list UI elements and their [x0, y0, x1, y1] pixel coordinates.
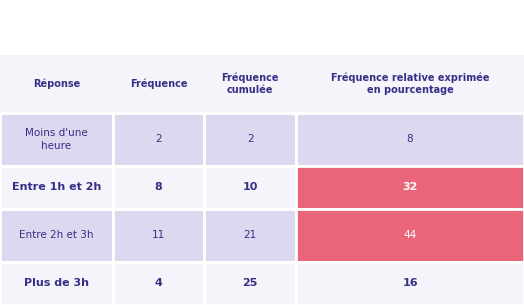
Text: 32: 32 [402, 182, 418, 192]
Bar [204, 55, 296, 113]
Bar [0, 113, 113, 166]
Text: 25: 25 [243, 278, 258, 289]
Text: Moins d'une
heure: Moins d'une heure [25, 128, 88, 151]
Bar [204, 209, 296, 262]
Text: Combien de temps passes-tu à l'écran lors d'une journée typique?: Combien de temps passes-tu à l'écran lor… [14, 21, 510, 34]
Bar [113, 166, 204, 209]
Bar [0, 209, 113, 262]
Bar [0, 55, 113, 113]
Bar [113, 55, 204, 113]
Text: 4: 4 [155, 278, 162, 289]
Text: Plus de 3h: Plus de 3h [24, 278, 89, 289]
Text: Fréquence: Fréquence [130, 79, 187, 89]
Text: 16: 16 [402, 278, 418, 289]
Bar [296, 55, 524, 113]
Text: 8: 8 [155, 182, 162, 192]
Text: 11: 11 [152, 231, 165, 241]
Text: Fréquence
cumulée: Fréquence cumulée [222, 73, 279, 95]
Bar [113, 209, 204, 262]
Bar [113, 262, 204, 305]
Bar [296, 166, 524, 209]
Bar [113, 113, 204, 166]
Bar [0, 166, 113, 209]
Bar [204, 262, 296, 305]
Text: Entre 2h et 3h: Entre 2h et 3h [19, 231, 94, 241]
Text: Entre 1h et 2h: Entre 1h et 2h [12, 182, 101, 192]
Bar [204, 166, 296, 209]
Text: 21: 21 [244, 231, 257, 241]
Bar [204, 113, 296, 166]
Text: Fréquence relative exprimée
en pourcentage: Fréquence relative exprimée en pourcenta… [331, 73, 489, 95]
Text: Réponse: Réponse [32, 79, 80, 89]
Bar [296, 209, 524, 262]
Text: 2: 2 [155, 135, 162, 145]
Text: 2: 2 [247, 135, 254, 145]
Text: 44: 44 [403, 231, 417, 241]
Bar [296, 262, 524, 305]
Text: 8: 8 [407, 135, 413, 145]
Bar [296, 113, 524, 166]
Text: 10: 10 [243, 182, 258, 192]
Bar [0, 262, 113, 305]
